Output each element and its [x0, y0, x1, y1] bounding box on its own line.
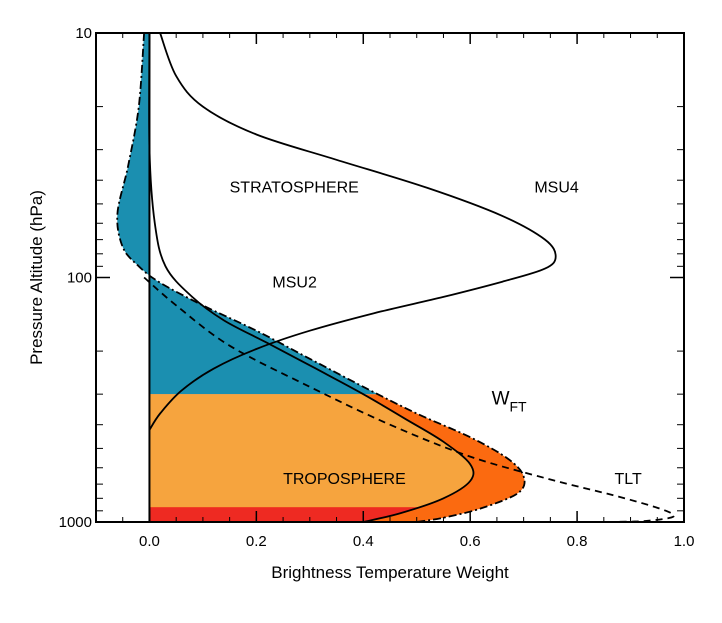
annotation-msu2: MSU2: [272, 275, 317, 292]
stratosphere-fill: [117, 33, 378, 395]
x-axis-title: Brightness Temperature Weight: [271, 563, 509, 582]
axes: 0.0 0.2 0.4 0.6 0.8 1.0 1000 100 10: [59, 25, 695, 550]
series-line-msu4: [148, 32, 557, 431]
series-line-msu2: [148, 32, 475, 523]
y-tick-label: 1000: [59, 514, 92, 531]
y-axis-ticks: 1000 100 10: [59, 25, 684, 531]
annotation-troposphere: TROPOSPHERE: [283, 471, 406, 488]
y-tick-label: 10: [75, 25, 92, 42]
annotation-stratosphere: STRATOSPHERE: [230, 180, 359, 197]
series-layer: [116, 32, 675, 523]
annotations: STRATOSPHERE TROPOSPHERE MSU4 MSU2 TLT WFT: [230, 180, 642, 488]
x-tick-label: 0.2: [246, 533, 267, 550]
x-tick-label: 0.4: [353, 533, 374, 550]
surface-fill: [149, 507, 418, 522]
x-tick-label: 0.0: [139, 533, 160, 550]
y-axis-title: Pressure Altitude (hPa): [27, 190, 46, 365]
y-tick-label: 100: [67, 270, 92, 287]
series-line-tlt: [143, 276, 675, 523]
x-tick-label: 0.8: [567, 533, 588, 550]
annotation-w-ft: WFT: [492, 388, 527, 414]
series-line-w-ft: [116, 32, 526, 523]
fill-regions: [117, 33, 525, 522]
annotation-tlt: TLT: [615, 471, 642, 488]
x-axis-ticks: 0.0 0.2 0.4 0.6 0.8 1.0: [95, 33, 695, 550]
x-tick-label: 1.0: [674, 533, 695, 550]
x-tick-label: 0.6: [460, 533, 481, 550]
troposphere-fill: [149, 394, 474, 508]
annotation-msu4: MSU4: [534, 180, 579, 197]
